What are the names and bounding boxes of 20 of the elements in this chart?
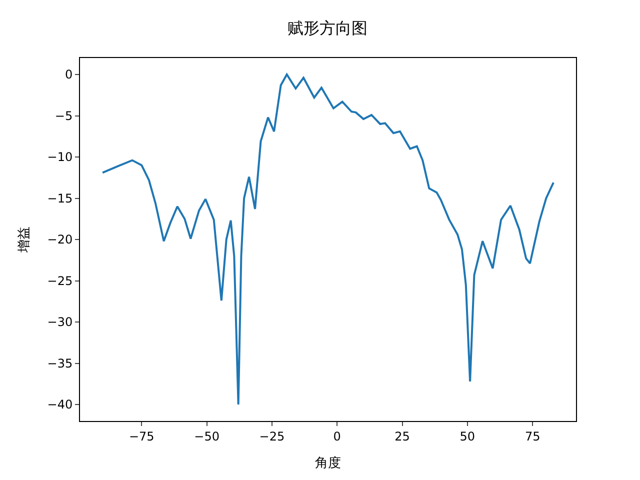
x-axis-title: 角度 — [315, 455, 341, 471]
y-tick-label: −15 — [47, 191, 73, 206]
x-tick-label: −75 — [128, 429, 154, 444]
y-tick-label: −30 — [47, 315, 73, 330]
y-axis-title: 增益 — [17, 226, 32, 254]
y-tick-label: 0 — [64, 68, 73, 82]
y-tick-label: −20 — [47, 232, 73, 247]
x-tick-label: −50 — [194, 429, 220, 444]
x-tick-label: 75 — [524, 429, 540, 444]
x-tick-label: 50 — [460, 429, 476, 444]
x-tick-label: −25 — [259, 429, 285, 444]
x-tick-label: 25 — [394, 429, 410, 444]
x-tick-label: 0 — [333, 429, 341, 444]
y-tick-label: −10 — [47, 150, 73, 164]
y-tick-label: −25 — [47, 274, 73, 288]
chart-title: 赋形方向图 — [288, 18, 368, 38]
y-tick-label: −35 — [47, 356, 73, 370]
y-tick-label: −40 — [47, 398, 73, 412]
y-tick-label: −5 — [54, 108, 73, 123]
line-series — [102, 74, 554, 406]
